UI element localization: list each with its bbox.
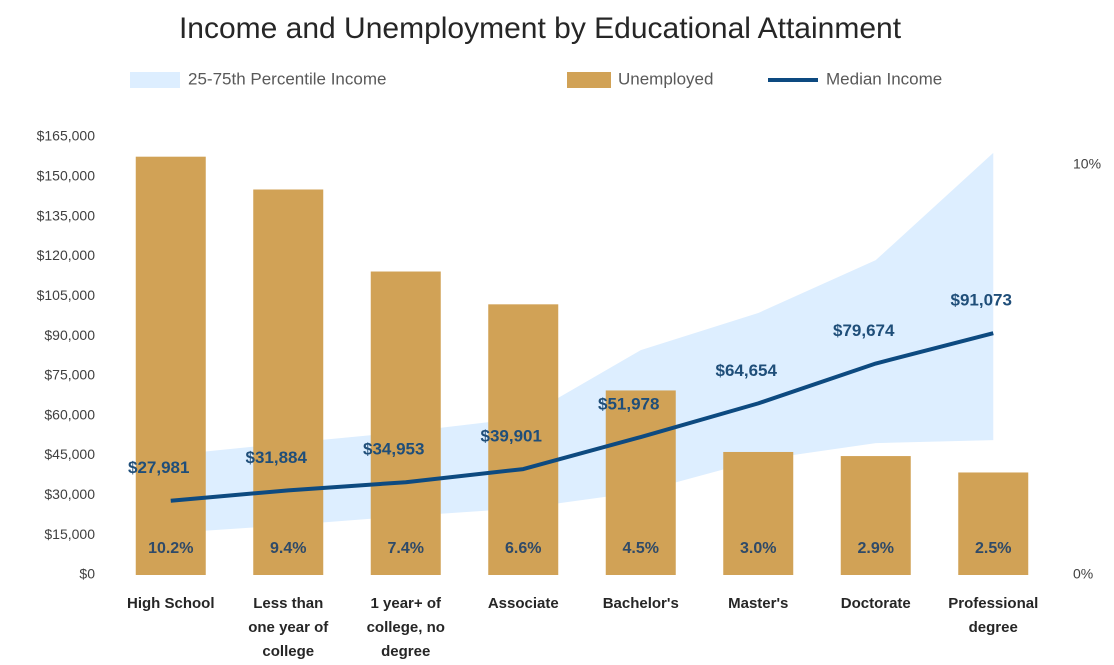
data-label: $51,978: [598, 395, 659, 414]
bar: [370, 271, 441, 575]
bar: [723, 451, 794, 575]
x-tick-label: Bachelor's: [603, 595, 679, 612]
bar: [840, 456, 911, 575]
data-label: $79,674: [833, 321, 895, 340]
chart-title: Income and Unemployment by Educational A…: [179, 12, 902, 45]
data-label: $27,981: [128, 458, 189, 477]
bar: [605, 390, 676, 575]
legend-swatch: [130, 72, 180, 88]
bar-label: 4.5%: [623, 540, 659, 557]
y-tick-label: $60,000: [44, 406, 95, 422]
y-tick-label: $120,000: [37, 247, 96, 263]
bar-label: 6.6%: [505, 540, 541, 557]
data-label: $39,901: [481, 427, 542, 446]
y2-tick-label: 10%: [1073, 156, 1101, 172]
bar-label: 2.5%: [975, 540, 1011, 557]
bar: [253, 189, 324, 575]
y-tick-label: $165,000: [37, 128, 96, 144]
bar: [958, 472, 1029, 575]
data-label: $34,953: [363, 440, 424, 459]
data-label: $31,884: [246, 448, 308, 467]
bar: [135, 156, 206, 575]
data-label: $91,073: [951, 291, 1012, 310]
legend-label: Median Income: [826, 69, 942, 88]
x-tick-label: Professional degree: [948, 595, 1038, 636]
y-tick-label: $150,000: [37, 168, 96, 184]
x-tick-label: 1 year+ of college, no degree: [367, 595, 445, 660]
y-tick-label: $135,000: [37, 207, 96, 223]
x-tick-label: High School: [127, 595, 215, 612]
bar-label: 2.9%: [858, 540, 894, 557]
x-tick-label: Associate: [488, 595, 559, 612]
legend-label: Unemployed: [618, 69, 713, 88]
y-tick-label: $75,000: [44, 367, 95, 383]
bar-label: 10.2%: [148, 540, 193, 557]
x-tick-label: Master's: [728, 595, 788, 612]
y-tick-label: $105,000: [37, 287, 96, 303]
x-tick-label: Less than one year of college: [248, 595, 329, 660]
data-label: $64,654: [716, 361, 778, 380]
legend-swatch: [567, 72, 611, 88]
x-tick-label: Doctorate: [841, 595, 911, 612]
y-tick-label: $30,000: [44, 486, 95, 502]
bar-label: 3.0%: [740, 540, 776, 557]
bar-label: 7.4%: [388, 540, 424, 557]
bar-label: 9.4%: [270, 540, 306, 557]
y2-tick-label: 0%: [1073, 566, 1093, 582]
legend-label: 25-75th Percentile Income: [188, 69, 386, 88]
y-tick-label: $45,000: [44, 446, 95, 462]
y-tick-label: $90,000: [44, 327, 95, 343]
y-tick-label: $0: [79, 566, 95, 582]
bar: [488, 304, 559, 575]
median-line: [170, 331, 994, 503]
y-tick-label: $15,000: [44, 526, 95, 542]
